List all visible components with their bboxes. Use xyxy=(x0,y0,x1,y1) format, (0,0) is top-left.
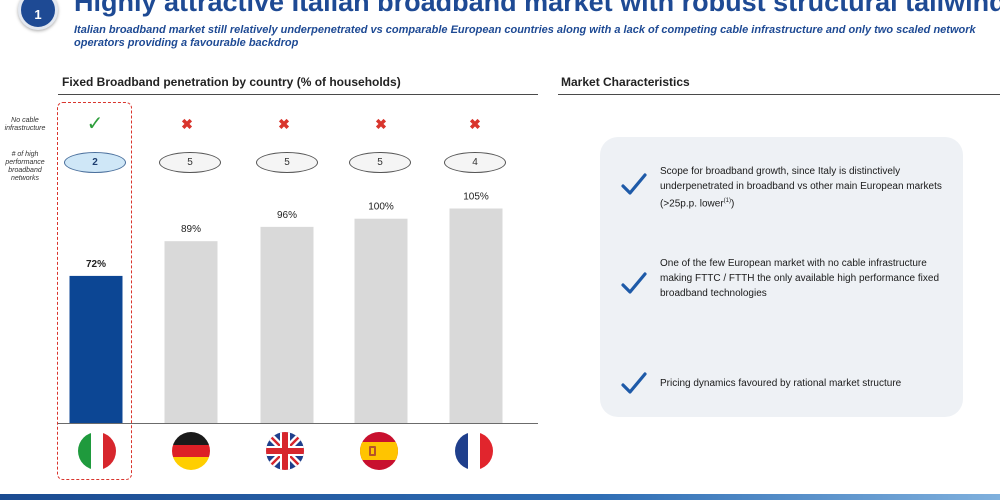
bar-value-label: 89% xyxy=(181,224,201,235)
networks-count-uk: 5 xyxy=(256,152,318,173)
cable-cross-icon-uk: ✖ xyxy=(278,116,290,132)
market-characteristics-panel: Scope for broadband growth, since Italy … xyxy=(600,137,963,417)
italy-highlight-frame xyxy=(57,102,132,480)
networks-row-label: # of high performance broadband networks xyxy=(5,151,45,182)
italy-flag-icon xyxy=(78,432,116,470)
spain-flag-icon xyxy=(360,432,398,470)
networks-count-germany: 5 xyxy=(159,152,221,173)
footer-band xyxy=(0,494,1000,500)
chart-title: Fixed Broadband penetration by country (… xyxy=(62,75,401,89)
networks-count-france: 4 xyxy=(444,152,506,173)
bar-value-label: 96% xyxy=(277,210,297,221)
bar-value-label: 105% xyxy=(463,191,489,202)
chart-title-rule xyxy=(58,94,538,95)
market-characteristics-rule xyxy=(558,94,1000,95)
characteristic-text: One of the few European market with no c… xyxy=(660,258,939,299)
section-number-badge: 1 xyxy=(18,0,58,30)
market-characteristics-title: Market Characteristics xyxy=(561,75,690,89)
no-cable-row-label: No cable infrastructure xyxy=(4,117,46,132)
checkmark-icon xyxy=(621,272,647,294)
germany-flag-icon xyxy=(172,432,210,470)
bar-france xyxy=(449,208,503,423)
bar-spain xyxy=(354,218,408,423)
characteristic-text: Scope for broadband growth, since Italy … xyxy=(660,166,942,210)
bar-value-label: 100% xyxy=(368,202,394,213)
checkmark-icon xyxy=(621,173,647,195)
france-flag-icon xyxy=(455,432,493,470)
networks-count-italy: 2 xyxy=(64,152,126,173)
page-title: Highly attractive Italian broadband mark… xyxy=(74,0,1000,17)
bar-value-label: 72% xyxy=(86,259,106,270)
bar-italy xyxy=(69,275,123,423)
networks-count-spain: 5 xyxy=(349,152,411,173)
no-cable-check-icon-italy: ✓ xyxy=(86,113,104,135)
uk-flag-icon xyxy=(266,432,304,470)
bar-germany xyxy=(164,241,218,423)
checkmark-icon xyxy=(621,372,647,394)
bar-united-kingdom xyxy=(260,226,314,423)
characteristic-text: Pricing dynamics favoured by rational ma… xyxy=(660,378,902,389)
cable-cross-icon-germany: ✖ xyxy=(181,116,193,132)
cable-cross-icon-spain: ✖ xyxy=(375,116,387,132)
page-subtitle: Italian broadband market still relativel… xyxy=(74,24,976,49)
cable-cross-icon-france: ✖ xyxy=(469,116,481,132)
